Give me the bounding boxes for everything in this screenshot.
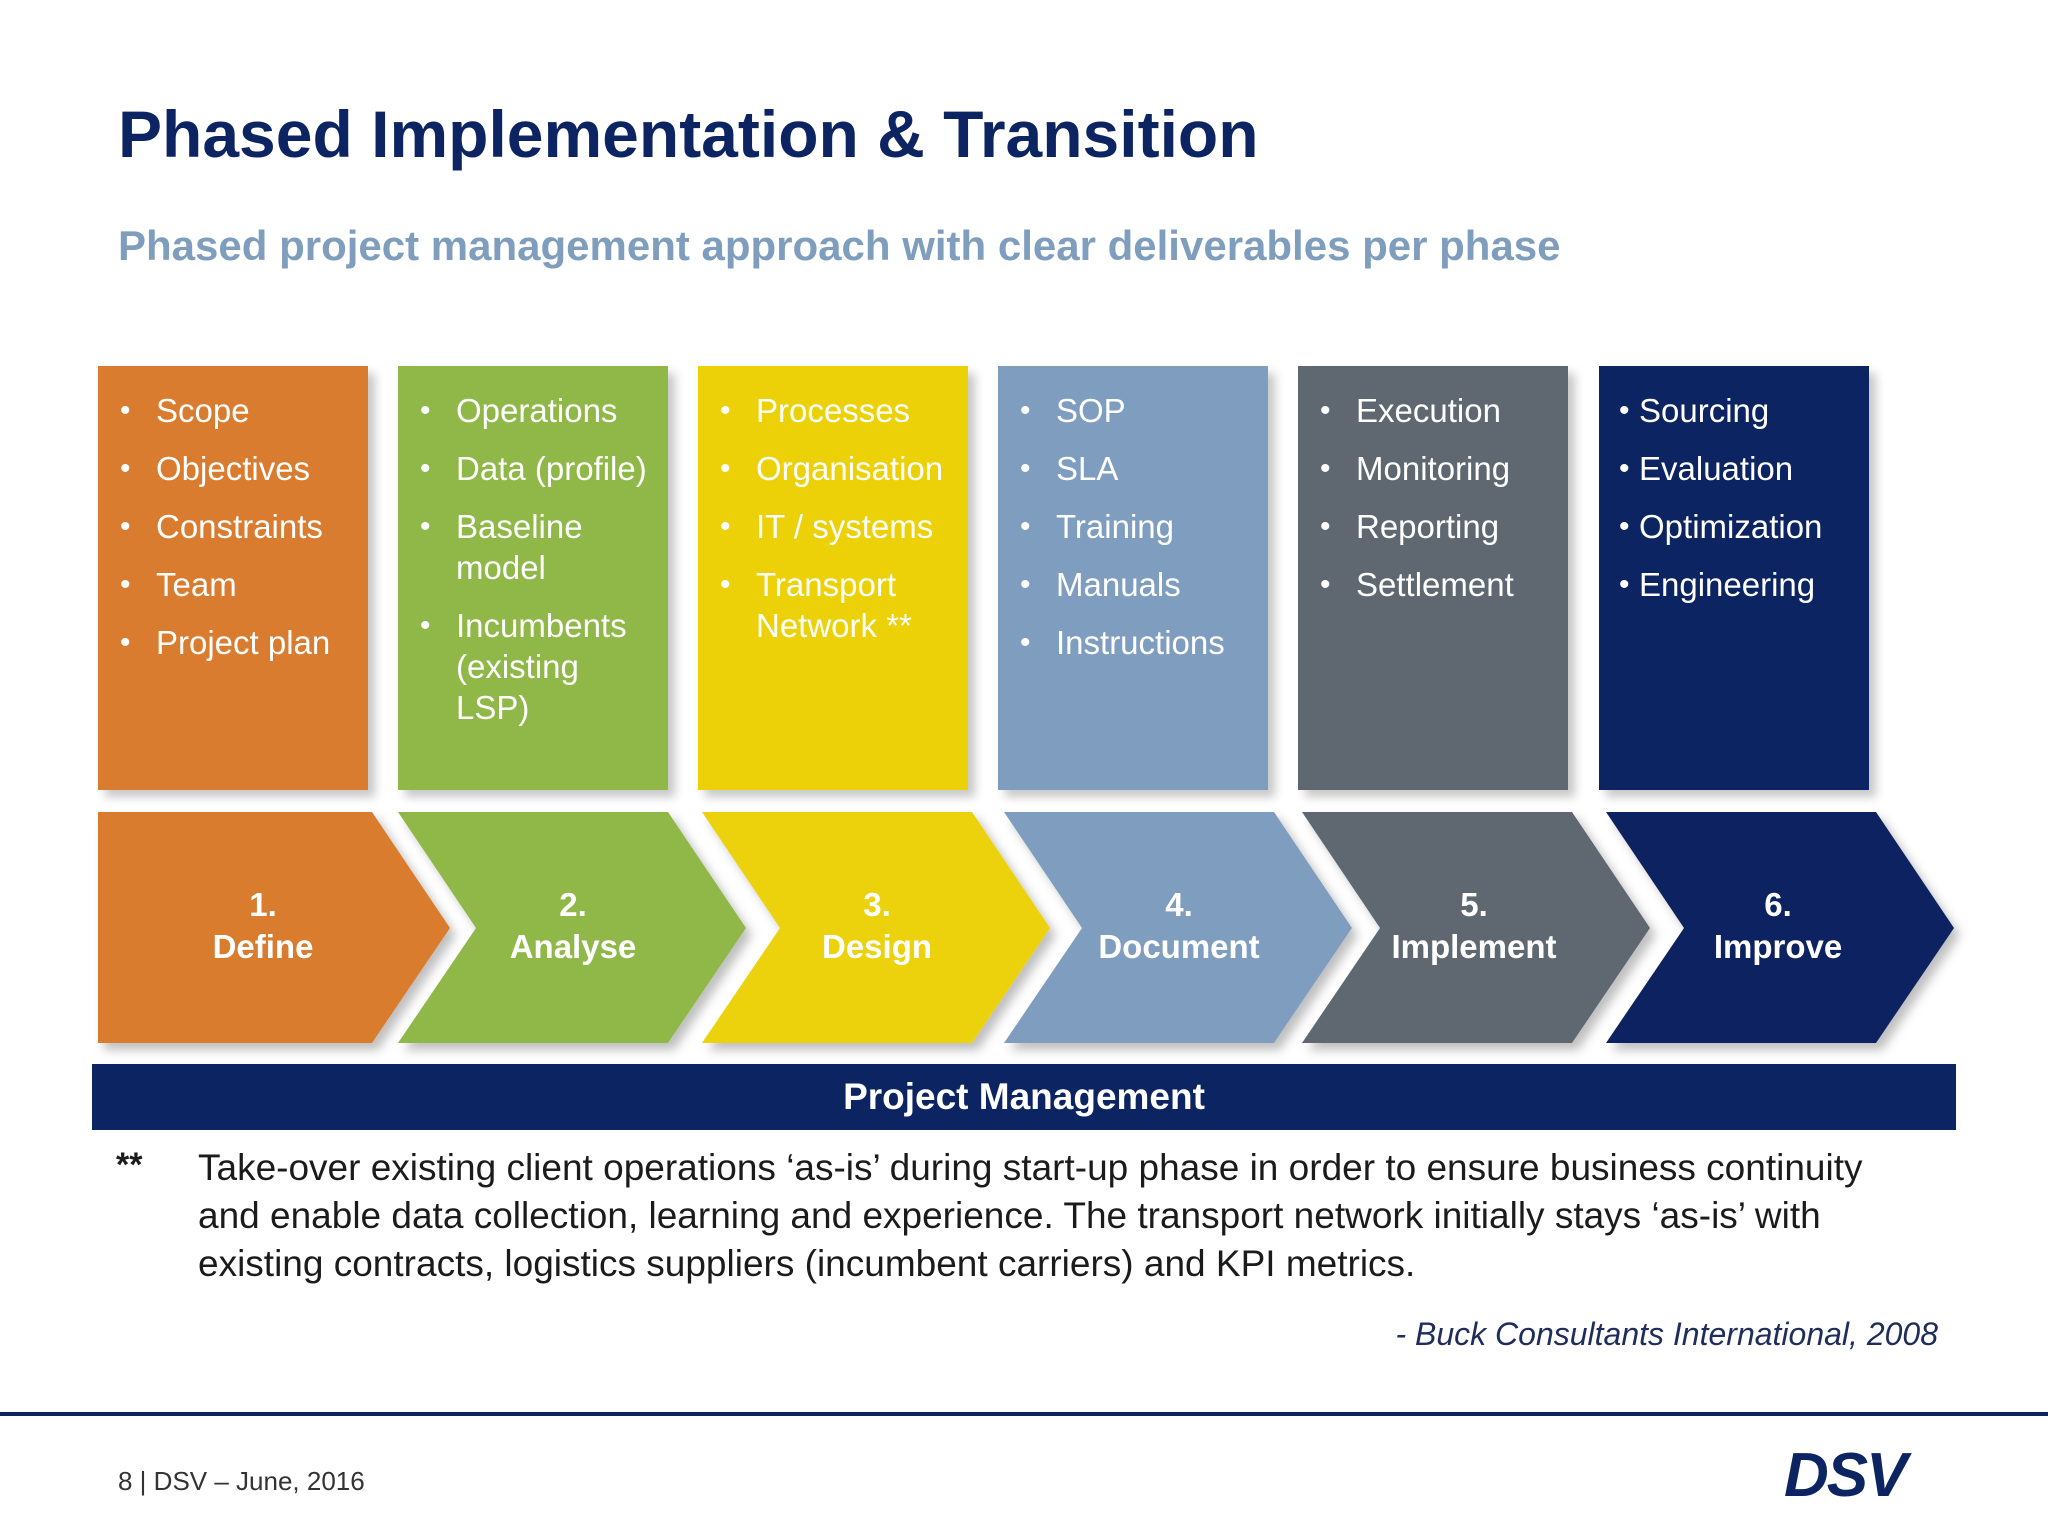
deliverable-item: • IT / systems <box>720 508 934 545</box>
phase-label-design: 3. Design <box>747 884 1007 968</box>
deliverable-item: • Evaluation <box>1619 450 1794 487</box>
phase-label-analyse: 2. Analyse <box>443 884 703 968</box>
phase-number: 5. <box>1460 886 1488 923</box>
svg-text:DSV: DSV <box>1784 1446 1912 1504</box>
project-management-bar: Project Management <box>92 1064 1956 1130</box>
deliverable-item: • Objectives <box>120 450 311 487</box>
footnote-text: Take-over existing client operations ‘as… <box>198 1147 1863 1284</box>
source-citation: - Buck Consultants International, 2008 <box>1395 1316 1938 1352</box>
deliverable-item: • Data (profile) <box>420 450 647 487</box>
phase-name: Define <box>212 928 314 965</box>
page-subtitle: Phased project management approach with … <box>118 222 1561 269</box>
deliverable-item: • Organisation <box>720 450 944 487</box>
deliverable-item: • Operations <box>420 392 618 429</box>
phase-number: 2. <box>559 886 587 923</box>
deliverable-item: • Execution <box>1320 392 1501 429</box>
phase-box-design: • Processes • Organisation • IT / systems •… <box>698 366 968 790</box>
deliverable-item: • Settlement <box>1320 566 1514 603</box>
deliverable-item: • Scope <box>120 392 250 429</box>
phase-number: 1. <box>249 886 277 923</box>
page-title: Phased Implementation & Transition <box>118 97 1259 171</box>
deliverable-item: • Project plan <box>120 624 331 661</box>
phase-name: Document <box>1098 928 1260 965</box>
phase-label-define: 1. Define <box>133 884 393 968</box>
phase-box-improve: • Sourcing • Evaluation • Optimization • Eng… <box>1599 366 1869 790</box>
deliverable-item: • Reporting <box>1320 508 1500 545</box>
deliverable-item: • Manuals <box>1020 566 1181 603</box>
phase-number: 6. <box>1764 886 1792 923</box>
phase-box-document: • SOP • SLA • Training • Manuals • Instructio… <box>998 366 1268 790</box>
phase-box-implement: • Execution • Monitoring • Reporting • Settl… <box>1298 366 1568 790</box>
phase-label-document: 4. Document <box>1049 884 1309 968</box>
deliverable-item: • Optimization <box>1619 508 1823 545</box>
phase-label-improve: 6. Improve <box>1648 884 1908 968</box>
deliverable-item: • Sourcing <box>1619 392 1770 429</box>
deliverable-item: • SOP <box>1020 392 1126 429</box>
deliverable-item: • Engineering <box>1619 566 1816 603</box>
page-footer: 8 | DSV – June, 2016 <box>118 1466 365 1496</box>
deliverable-item: • SLA <box>1020 450 1119 487</box>
deliverable-item: • Processes <box>720 392 911 429</box>
dsv-logo: DSV <box>1784 1446 1914 1504</box>
deliverable-item: • Baseline model <box>420 508 583 586</box>
deliverable-item: • Monitoring <box>1320 450 1511 487</box>
deliverable-item: • Team <box>120 566 237 603</box>
deliverable-item: • Training <box>1020 508 1174 545</box>
phase-number: 3. <box>863 886 891 923</box>
deliverable-item: • Transport Network ** <box>720 566 912 644</box>
phase-name: Analyse <box>509 928 637 965</box>
deliverable-item: • Instructions <box>1020 624 1225 661</box>
phase-label-implement: 5. Implement <box>1344 884 1604 968</box>
phase-name: Implement <box>1391 928 1557 965</box>
deliverable-item: • Incumbents (existing LSP) <box>420 607 627 726</box>
deliverable-item: • Constraints <box>120 508 323 545</box>
phase-number: 4. <box>1165 886 1193 923</box>
footnote-marker: ** <box>116 1146 143 1184</box>
phase-box-analyse: • Operations • Data (profile) • Baseline mo… <box>398 366 668 790</box>
phase-name: Improve <box>1713 928 1843 965</box>
phase-name: Design <box>821 928 933 965</box>
phase-box-define: • Scope • Objectives • Constraints • Team • P… <box>98 366 368 790</box>
footer-divider <box>0 1412 2048 1416</box>
